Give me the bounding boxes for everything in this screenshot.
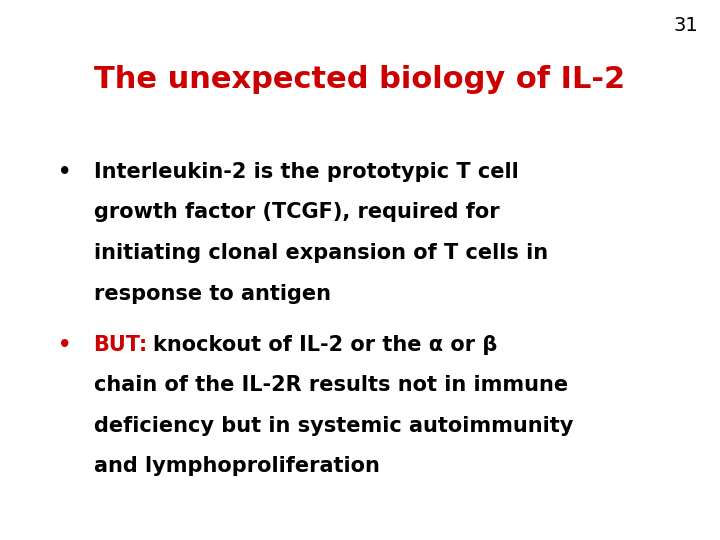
Text: Interleukin-2 is the prototypic T cell: Interleukin-2 is the prototypic T cell bbox=[94, 162, 518, 182]
Text: chain of the IL-2R results not in immune: chain of the IL-2R results not in immune bbox=[94, 375, 568, 395]
Text: knockout of IL-2 or the α or β: knockout of IL-2 or the α or β bbox=[153, 335, 498, 355]
Text: initiating clonal expansion of T cells in: initiating clonal expansion of T cells i… bbox=[94, 243, 548, 263]
Text: and lymphoproliferation: and lymphoproliferation bbox=[94, 456, 379, 476]
Text: response to antigen: response to antigen bbox=[94, 284, 330, 303]
Text: 31: 31 bbox=[674, 16, 698, 35]
Text: •: • bbox=[58, 162, 71, 182]
Text: deficiency but in systemic autoimmunity: deficiency but in systemic autoimmunity bbox=[94, 416, 573, 436]
Text: •: • bbox=[58, 335, 71, 355]
Text: growth factor (TCGF), required for: growth factor (TCGF), required for bbox=[94, 202, 499, 222]
Text: The unexpected biology of IL-2: The unexpected biology of IL-2 bbox=[94, 65, 625, 94]
Text: BUT:: BUT: bbox=[94, 335, 148, 355]
